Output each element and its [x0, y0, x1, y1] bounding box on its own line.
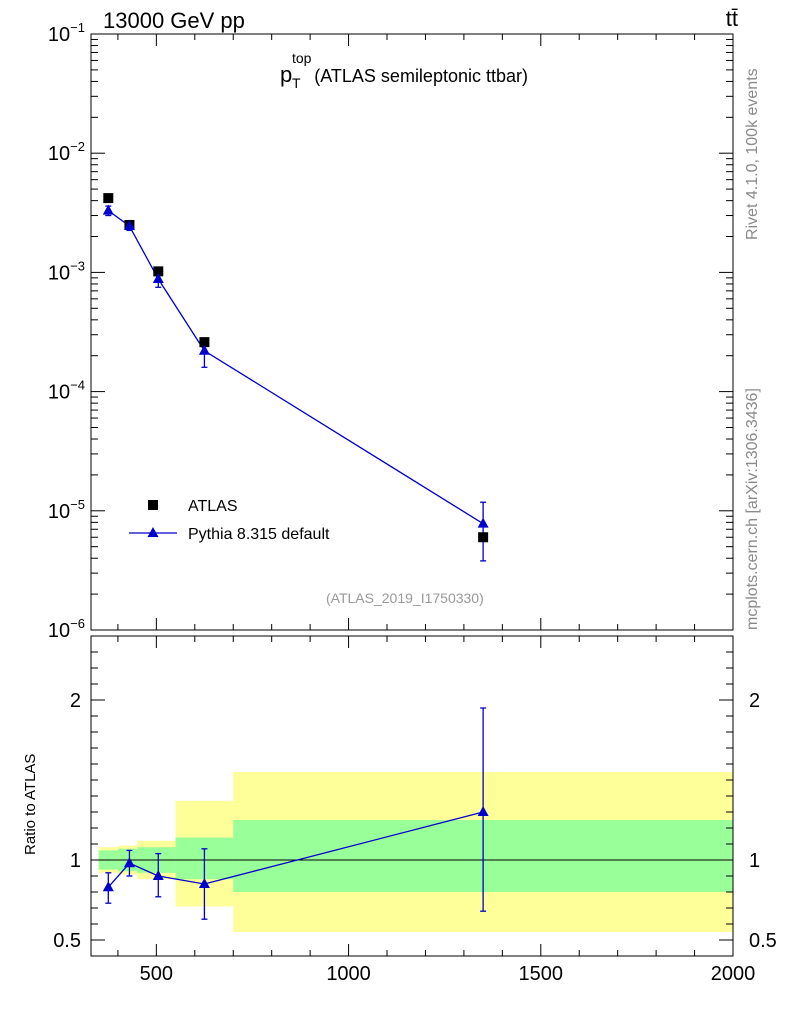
heading-text: (ATLAS semileptonic ttbar): [314, 66, 528, 86]
atlas-data-point: [103, 193, 114, 204]
ratio-y-tick-label-right: 2: [749, 690, 760, 712]
main-y-tick-exponent: −6: [70, 616, 85, 631]
main-y-tick-label: 10−6: [48, 616, 85, 642]
ratio-panel: 500 1000 1500 2000 0.5 0.5 1 1 2 2: [53, 635, 777, 985]
heading-variable-symbol: p: [280, 62, 293, 87]
ratio-y-tick-label-right: 0.5: [749, 930, 777, 952]
legend-mc-label: Pythia 8.315 default: [188, 526, 330, 543]
atlas-data-point: [478, 532, 489, 543]
rivet-version-label: Rivet 4.1.0, 100k events: [744, 68, 761, 240]
ratio-x-tick-label: 2000: [711, 963, 756, 985]
ratio-mc-point: [477, 806, 489, 816]
ratio-mc-point: [198, 878, 210, 888]
mc-data-point: [477, 517, 489, 528]
ratio-mc-point: [123, 857, 135, 868]
ratio-mc-point: [152, 870, 164, 880]
mc-data-point: [198, 344, 210, 355]
analysis-id-label: (ATLAS_2019_I1750330): [326, 590, 484, 606]
main-y-tick-exponent: −5: [70, 497, 85, 512]
mc-data-point: [152, 273, 164, 284]
heading-variable: p top T: [280, 50, 311, 91]
atlas-data-point: [199, 337, 210, 348]
main-y-tick-label: 10−4: [48, 378, 85, 404]
main-plot-frame: [90, 33, 734, 631]
main-y-tick-exponent: −4: [70, 378, 85, 393]
ratio-y-tick-label-right: 1: [749, 850, 760, 872]
ratio-y-axis-label: Ratio to ATLAS: [22, 753, 39, 855]
legend-atlas-label: ATLAS: [188, 498, 238, 515]
heading-subscript: T: [292, 75, 301, 91]
ratio-x-tick-label: 500: [140, 963, 173, 985]
legend-mc-marker: [147, 527, 159, 537]
collision-energy-title: 13000 GeV pp: [103, 8, 245, 33]
plot-heading: p top T (ATLAS semileptonic ttbar): [280, 50, 528, 91]
main-y-tick-label: 10−2: [48, 139, 85, 165]
atlas-data-point: [153, 266, 164, 277]
main-panel: 10−6 10−5 10−4 10−3 10−2 10−1: [48, 20, 734, 642]
ratio-x-tick-label: 1000: [326, 963, 371, 985]
main-y-tick-exponent: −3: [70, 258, 85, 273]
mcplots-label: mcplots.cern.ch [arXiv:1306.3436]: [744, 388, 761, 630]
ratio-x-tick-label: 1500: [519, 963, 564, 985]
process-label: tt̄: [725, 6, 738, 31]
legend-atlas-marker: [148, 500, 158, 510]
main-y-tick-label: 10−1: [48, 20, 85, 46]
ratio-y-tick-label-left: 1: [70, 850, 81, 872]
main-y-tick-exponent: −2: [70, 139, 85, 154]
ratio-y-tick-label-left: 2: [70, 690, 81, 712]
heading-superscript: top: [292, 50, 312, 66]
mc-line: [107, 210, 484, 525]
ratio-y-tick-label-left: 0.5: [53, 930, 81, 952]
main-y-tick-label: 10−3: [48, 258, 85, 284]
ratio-mc-point: [102, 881, 114, 892]
main-y-tick-exponent: −1: [70, 20, 85, 35]
main-y-tick-label: 10−5: [48, 497, 85, 523]
legend: ATLAS Pythia 8.315 default: [129, 498, 330, 543]
mc-data-point: [102, 204, 114, 215]
mc-data-point: [123, 220, 135, 231]
